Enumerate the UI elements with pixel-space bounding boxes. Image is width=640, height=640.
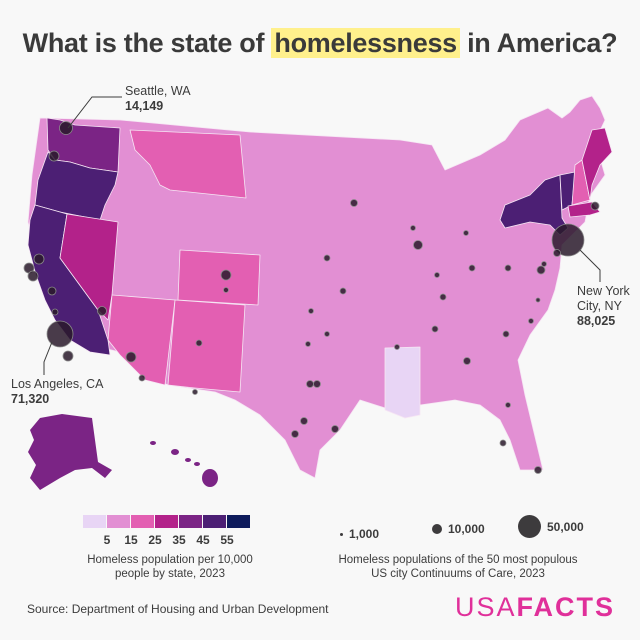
city-bubbles — [23, 121, 600, 474]
size-legend-item-50000: 50,000 — [518, 515, 584, 538]
color-legend-caption: Homeless population per 10,000 people by… — [87, 554, 253, 580]
state-nv — [59, 213, 119, 321]
us-choropleth-map — [23, 95, 613, 490]
size-legend-caption: Homeless populations of the 50 most popu… — [338, 554, 578, 580]
swatch-2 — [131, 515, 154, 528]
callout-new-york: New York City, NY 88,025 — [577, 284, 630, 328]
state-mt — [129, 129, 247, 199]
state-co — [177, 249, 261, 306]
page-title: What is the state of homelessness in Ame… — [22, 28, 618, 58]
state-ms — [384, 346, 421, 419]
state-az — [107, 294, 176, 386]
source-note: Source: Department of Housing and Urban … — [27, 602, 329, 616]
color-scale-ticks: 5 15 25 35 45 55 — [103, 533, 234, 547]
swatch-3 — [155, 515, 178, 528]
swatch-1 — [107, 515, 130, 528]
la-leader-line — [43, 341, 53, 375]
callout-seattle: Seattle, WA 14,149 — [125, 84, 191, 113]
swatch-6 — [227, 515, 250, 528]
seattle-leader-line — [67, 96, 122, 129]
state-or — [34, 151, 119, 221]
bubble-seattle — [59, 121, 73, 135]
swatch-4 — [179, 515, 202, 528]
swatch-5 — [203, 515, 226, 528]
bubble-large-icon — [518, 515, 541, 538]
bubble-la — [46, 320, 74, 348]
nyc-leader-line — [579, 249, 601, 282]
color-scale-legend — [83, 515, 251, 528]
state-nm — [167, 299, 246, 393]
bubble-small-icon — [340, 532, 343, 536]
state-me — [581, 127, 613, 201]
title-highlight: homelessness — [271, 28, 460, 58]
swatch-0 — [83, 515, 106, 528]
bubble-nyc — [551, 223, 585, 257]
usafacts-logo: USAFACTS — [454, 592, 615, 622]
state-hi — [150, 441, 218, 487]
callout-los-angeles: Los Angeles, CA 71,320 — [11, 377, 104, 406]
state-ak — [28, 414, 112, 490]
bubble-medium-icon — [432, 524, 442, 534]
size-legend-item-10000: 10,000 — [432, 522, 485, 536]
size-legend-item-1000: 1,000 — [340, 527, 379, 541]
